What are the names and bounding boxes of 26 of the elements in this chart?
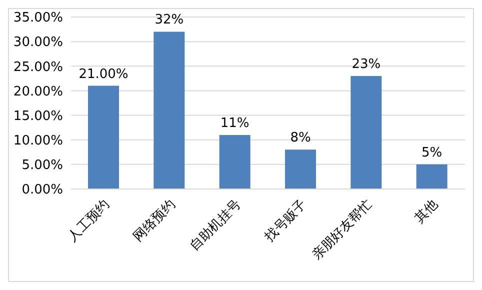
data-label: 8%: [290, 130, 311, 146]
data-label: 11%: [220, 116, 250, 131]
bar: [219, 134, 250, 189]
x-tick-label: 人工预约: [65, 197, 113, 245]
x-tick-label: 其他: [412, 197, 441, 226]
y-tick-label: 35.00%: [13, 10, 63, 26]
bar: [416, 164, 448, 189]
bar: [285, 150, 316, 189]
y-tick-label: 25.00%: [13, 60, 63, 75]
y-tick-label: 20.00%: [13, 84, 63, 100]
y-tick-label: 5.00%: [22, 158, 63, 174]
x-tick-label: 亲朋好友帮忙: [310, 197, 376, 263]
y-tick-label: 0.00%: [22, 182, 63, 198]
y-tick-label: 30.00%: [13, 35, 63, 50]
bar: [350, 76, 382, 189]
y-tick-label: 10.00%: [13, 133, 63, 148]
data-label: 32%: [154, 12, 184, 28]
x-tick-label: 找号贩子: [262, 197, 310, 246]
bar: [88, 86, 119, 189]
y-tick-label: 15.00%: [13, 108, 63, 124]
x-tick-label: 自助机挂号: [187, 197, 244, 254]
data-label: 23%: [352, 56, 381, 72]
x-tick-label: 网络预约: [130, 197, 178, 245]
data-label: 21.00%: [78, 66, 128, 82]
bar: [154, 32, 185, 189]
data-label: 5%: [422, 145, 442, 160]
